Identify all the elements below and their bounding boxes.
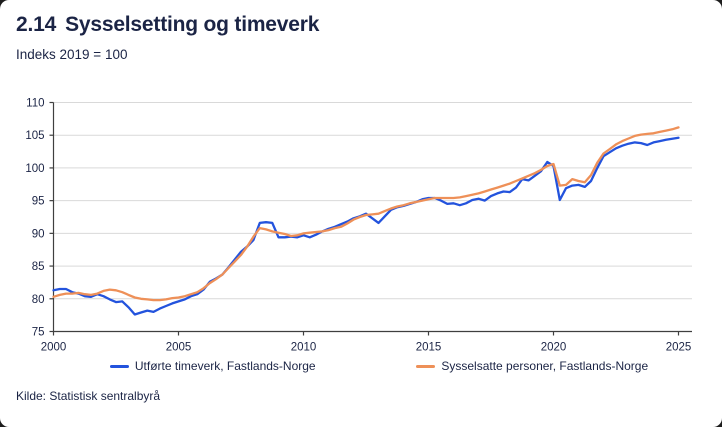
legend-swatch-orange <box>416 364 436 368</box>
x-tick-label-2025: 2025 <box>666 342 692 354</box>
page-title: 2.14 Sysselsetting og timeverk <box>16 13 319 37</box>
chart-legend: Utførte timeverk, Fastlands-Norge Syssel… <box>53 359 692 373</box>
y-tick-label-80: 80 <box>32 294 45 306</box>
x-tick-label-2010: 2010 <box>291 342 317 354</box>
series-line-sysselsatte <box>52 126 680 302</box>
y-tick-label-110: 110 <box>26 98 44 110</box>
source-note: Kilde: Statistisk sentralbyrå <box>16 389 161 403</box>
y-tick-label-85: 85 <box>32 261 45 273</box>
legend-swatch-blue <box>109 364 129 368</box>
y-tick-label-90: 90 <box>32 228 45 240</box>
legend-item-sysselsatte: Sysselsatte personer, Fastlands-Norge <box>373 359 693 373</box>
x-tick-label-2005: 2005 <box>166 342 192 354</box>
chart-subtitle: Indeks 2019 = 100 <box>16 47 128 62</box>
figure-number: 2.14 <box>16 13 57 36</box>
y-tick-label-95: 95 <box>32 196 45 208</box>
line-chart: 75 80 85 90 95 100 105 110 2000 2005 2010 2015 2020 2… <box>25 98 692 354</box>
series-line-timeverk <box>52 136 680 316</box>
x-tick-label-2020: 2020 <box>541 342 567 354</box>
legend-label-sysselsatte: Sysselsatte personer, Fastlands-Norge <box>441 359 649 373</box>
legend-item-timeverk: Utførte timeverk, Fastlands-Norge <box>53 359 373 373</box>
y-tick-label-105: 105 <box>25 130 44 142</box>
y-tick-label-100: 100 <box>25 163 44 175</box>
figure-title: Sysselsetting og timeverk <box>65 13 320 36</box>
x-tick-label-2000: 2000 <box>41 342 67 354</box>
y-tick-label-75: 75 <box>32 327 45 339</box>
x-tick-label-2015: 2015 <box>416 342 442 354</box>
legend-label-timeverk: Utførte timeverk, Fastlands-Norge <box>134 359 316 373</box>
